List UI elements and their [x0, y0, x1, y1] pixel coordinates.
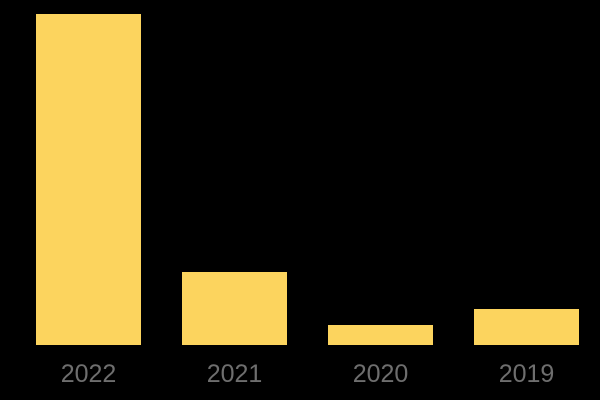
- bar-2020: [328, 325, 433, 345]
- x-axis-labels: 2022 2021 2020 2019: [36, 345, 579, 400]
- x-axis-label-2022: 2022: [60, 360, 117, 388]
- bar-group: [36, 0, 579, 345]
- bar-2019: [474, 309, 579, 345]
- x-axis-label-2021: 2021: [206, 360, 263, 388]
- bar-2021: [182, 272, 287, 345]
- bar-2022: [36, 14, 141, 345]
- x-axis-label-2019: 2019: [498, 360, 555, 388]
- x-axis-label-2020: 2020: [352, 360, 409, 388]
